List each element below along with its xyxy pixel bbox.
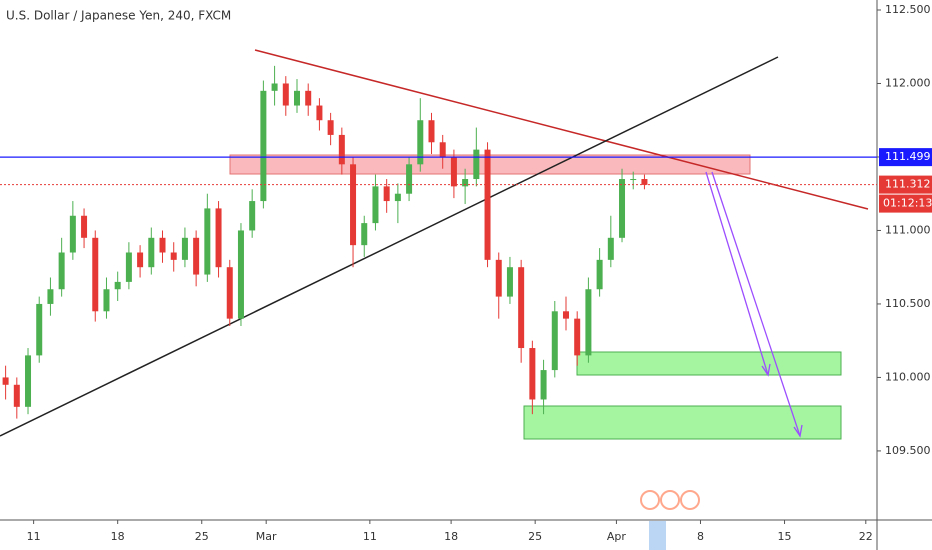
candle-body <box>562 311 569 319</box>
chart-title: U.S. Dollar / Japanese Yen, 240, FXCM <box>6 9 231 23</box>
candle-body <box>462 179 469 187</box>
price-label: 111.499 <box>885 150 931 163</box>
x-tick-label: 22 <box>859 530 873 543</box>
candle-body <box>484 149 491 260</box>
candle-body <box>316 105 323 121</box>
candle-body <box>92 237 99 312</box>
arrows <box>705 171 803 438</box>
candle-body <box>25 355 32 407</box>
candle-body <box>81 215 88 238</box>
candle-body <box>607 237 614 260</box>
logo <box>640 490 700 510</box>
time-highlight <box>649 521 666 550</box>
trend-line <box>0 56 779 437</box>
price-label-bg <box>879 175 932 194</box>
candle-body <box>137 252 144 268</box>
candle-body <box>428 120 435 143</box>
y-tick-label: 112.500 <box>885 3 931 16</box>
arrow-head <box>761 363 771 377</box>
candle-body <box>226 267 233 319</box>
y-tick-label: 112.000 <box>885 76 931 89</box>
candle-body <box>271 83 278 91</box>
candle-body <box>551 311 558 371</box>
candle-body <box>350 164 357 246</box>
x-tick-label: Apr <box>607 530 627 543</box>
candle-body <box>103 289 110 312</box>
x-tick-label: 15 <box>778 530 792 543</box>
candle-body <box>305 90 312 106</box>
candle-body <box>619 179 626 238</box>
candle-body <box>518 267 525 349</box>
candle-body <box>327 120 334 135</box>
target-zone <box>523 405 842 440</box>
candle-body <box>383 186 390 202</box>
countdown: 01:12:13 <box>883 197 932 210</box>
arrow-head <box>793 424 803 438</box>
candle-body <box>193 237 200 275</box>
trend-line <box>254 49 869 210</box>
logo-icon <box>640 490 660 510</box>
candle-body <box>361 223 368 246</box>
candle-body <box>540 370 547 400</box>
candle-body <box>237 230 244 319</box>
candle-body <box>260 90 267 202</box>
candle-body <box>406 164 413 194</box>
price-label: 111.312 <box>885 178 931 191</box>
y-tick-label: 110.000 <box>885 370 931 383</box>
candle-body <box>574 318 581 356</box>
candle-body <box>529 348 536 400</box>
candle-body <box>585 289 592 356</box>
candles <box>2 65 648 419</box>
x-tick-label: 18 <box>444 530 458 543</box>
candle-body <box>506 267 513 297</box>
x-tick-label: 11 <box>363 530 377 543</box>
logo-icon <box>680 490 700 510</box>
x-tick-label: Mar <box>256 530 277 543</box>
y-tick-label: 109.500 <box>885 444 931 457</box>
arrow <box>711 171 801 437</box>
candle-body <box>450 156 457 187</box>
candle-body <box>495 259 502 297</box>
candle-body <box>159 237 166 253</box>
candle-body <box>394 193 401 202</box>
candle-body <box>215 208 222 268</box>
countdown-bg <box>879 194 932 213</box>
candle-body <box>114 281 121 290</box>
candle-body <box>148 237 155 268</box>
candle-body <box>473 149 480 180</box>
y-tick-label: 111.000 <box>885 223 931 236</box>
price-label-bg <box>879 148 932 167</box>
candle-body <box>338 134 345 165</box>
candle-body <box>249 201 256 231</box>
candle-body <box>596 259 603 290</box>
x-tick-label: 8 <box>697 530 704 543</box>
candle-body <box>417 120 424 165</box>
x-tick-label: 18 <box>111 530 125 543</box>
x-tick-label: 25 <box>195 530 209 543</box>
candle-body <box>47 289 54 304</box>
candle-body <box>630 179 637 181</box>
candle-body <box>2 377 9 385</box>
candle-body <box>294 90 301 106</box>
candle-body <box>125 252 132 282</box>
candle-body <box>36 303 43 356</box>
candle-body <box>69 215 76 253</box>
x-tick-label: 11 <box>27 530 41 543</box>
candle-body <box>372 186 379 224</box>
candle-body <box>170 252 177 260</box>
candle-body <box>282 83 289 106</box>
candle-body <box>13 384 20 407</box>
candle-body <box>58 252 65 290</box>
candle-body <box>439 142 446 157</box>
candle-body <box>641 179 648 185</box>
arrow <box>705 171 769 376</box>
candle-body <box>204 208 211 275</box>
logo-icon <box>660 490 680 510</box>
y-tick-label: 110.500 <box>885 297 931 310</box>
x-tick-label: 25 <box>528 530 542 543</box>
candle-body <box>181 237 188 260</box>
target-zone <box>576 351 842 376</box>
